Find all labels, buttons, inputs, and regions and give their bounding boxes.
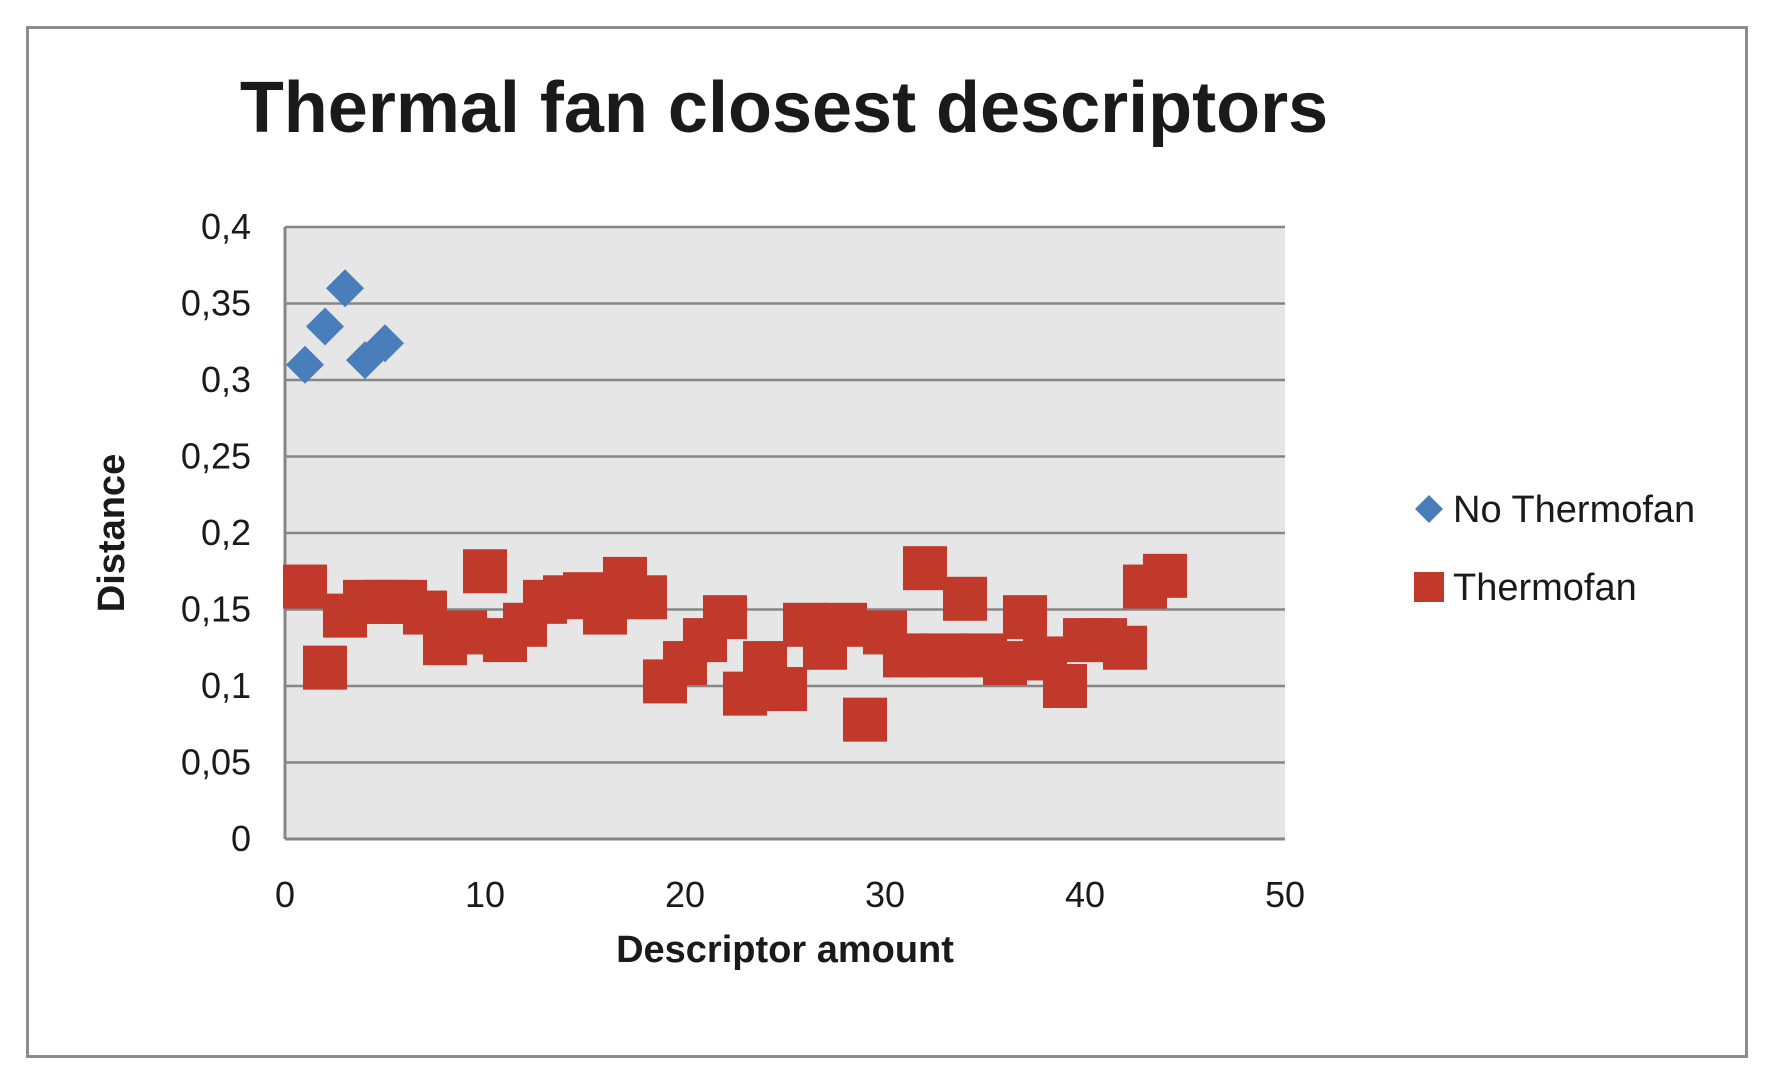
- thermofan-series: [283, 546, 1187, 742]
- y-tick-label: 0,35: [181, 283, 251, 324]
- thermofan-point: [1003, 595, 1047, 640]
- x-tick-label: 0: [275, 874, 295, 915]
- x-axis-label: Descriptor amount: [616, 929, 954, 971]
- no-thermofan-point: [306, 307, 344, 346]
- chart-svg: Thermal fan closest descriptors 0 0,05 0,1…: [91, 68, 1695, 971]
- thermofan-point: [943, 576, 987, 621]
- no-thermofan-point: [326, 269, 364, 308]
- y-tick-label: 0,1: [201, 665, 251, 706]
- thermofan-point: [883, 633, 927, 678]
- thermofan-point: [443, 610, 487, 655]
- thermofan-point: [763, 667, 807, 712]
- thermofan-point: [283, 564, 327, 609]
- thermofan-point: [843, 697, 887, 742]
- y-tick-label: 0,4: [201, 206, 251, 247]
- legend-marker-no-thermofan: [1415, 495, 1443, 523]
- thermofan-point: [703, 595, 747, 640]
- y-axis-ticks: 0 0,05 0,1 0,15 0,2 0,25 0,3 0,35 0,4: [181, 206, 251, 859]
- x-tick-label: 20: [665, 874, 705, 915]
- y-tick-label: 0,05: [181, 742, 251, 783]
- data-points: [283, 269, 1187, 742]
- thermofan-point: [823, 602, 867, 647]
- x-axis-ticks: 0 10 20 30 40 50: [275, 874, 1305, 915]
- no-thermofan-point: [366, 324, 404, 363]
- y-tick-label: 0,25: [181, 436, 251, 477]
- legend-label: No Thermofan: [1453, 489, 1695, 531]
- thermofan-point: [463, 549, 507, 594]
- x-tick-label: 40: [1065, 874, 1105, 915]
- thermofan-point: [623, 575, 667, 620]
- legend-label: Thermofan: [1453, 567, 1637, 609]
- thermofan-point: [983, 641, 1027, 686]
- thermofan-point: [903, 546, 947, 591]
- thermofan-point: [1043, 664, 1087, 708]
- thermofan-point: [1143, 553, 1187, 598]
- y-tick-label: 0,3: [201, 359, 251, 400]
- y-tick-label: 0,15: [181, 589, 251, 630]
- no-thermofan-series: [286, 269, 404, 384]
- x-tick-label: 10: [465, 874, 505, 915]
- y-tick-label: 0,2: [201, 512, 251, 553]
- legend: No Thermofan Thermofan: [1414, 489, 1695, 609]
- thermofan-point: [303, 645, 347, 690]
- thermofan-point: [1103, 625, 1147, 670]
- legend-marker-thermofan: [1414, 572, 1444, 602]
- y-axis-label: Distance: [91, 454, 133, 612]
- y-tick-label: 0: [231, 818, 251, 859]
- chart-title: Thermal fan closest descriptors: [240, 68, 1328, 148]
- chart-frame: Thermal fan closest descriptors 0 0,05 0,1…: [26, 26, 1748, 1058]
- legend-item-no-thermofan: No Thermofan: [1415, 489, 1695, 531]
- x-tick-label: 50: [1265, 874, 1305, 915]
- legend-item-thermofan: Thermofan: [1414, 567, 1637, 609]
- thermofan-point: [923, 633, 967, 678]
- no-thermofan-point: [286, 345, 324, 384]
- x-tick-label: 30: [865, 874, 905, 915]
